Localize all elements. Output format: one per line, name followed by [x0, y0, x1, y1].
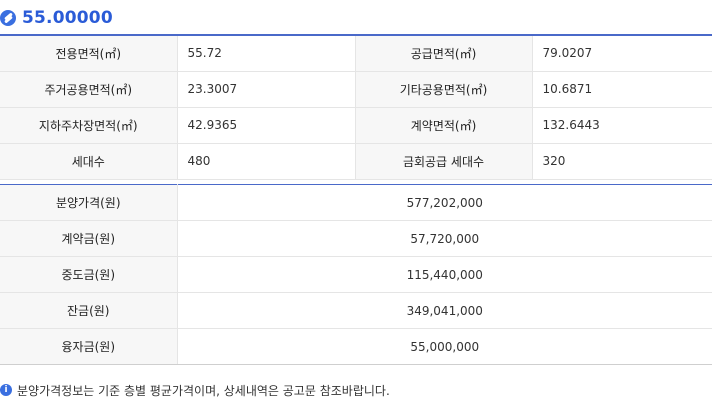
sale-price-value: 577,202,000: [177, 184, 712, 221]
table-row: 중도금(원) 115,440,000: [0, 256, 712, 293]
parking-area-value: 42.9365: [177, 107, 356, 144]
sale-price-label: 분양가격(원): [0, 184, 178, 221]
table-row: 지하주차장면적(㎡) 42.9365 계약면적(㎡) 132.6443: [0, 107, 712, 144]
area-type-title: 55.00000: [22, 8, 113, 28]
parking-area-label: 지하주차장면적(㎡): [0, 107, 178, 144]
interim-payment-value: 115,440,000: [177, 256, 712, 293]
residential-common-area-value: 23.3007: [177, 71, 356, 108]
balance-payment-label: 잔금(원): [0, 292, 178, 329]
contract-area-value: 132.6443: [532, 107, 712, 144]
household-count-value: 480: [177, 143, 356, 180]
interim-payment-label: 중도금(원): [0, 256, 178, 293]
table-row: 융자금(원) 55,000,000: [0, 328, 712, 365]
price-info-table: 분양가격(원) 577,202,000 계약금(원) 57,720,000 중도…: [0, 184, 712, 365]
down-payment-label: 계약금(원): [0, 220, 178, 257]
household-count-label: 세대수: [0, 143, 178, 180]
area-type-icon: [0, 10, 16, 26]
section-title: 55.00000: [0, 6, 113, 30]
contract-area-label: 계약면적(㎡): [355, 107, 533, 144]
price-note: i 분양가격정보는 기준 층별 평균가격이며, 상세내역은 공고문 참조바랍니다…: [0, 381, 390, 399]
price-note-text: 분양가격정보는 기준 층별 평균가격이며, 상세내역은 공고문 참조바랍니다.: [17, 383, 390, 398]
down-payment-value: 57,720,000: [177, 220, 712, 257]
table-row: 세대수 480 금회공급 세대수 320: [0, 143, 712, 180]
loan-label: 융자금(원): [0, 328, 178, 365]
table-row: 분양가격(원) 577,202,000: [0, 184, 712, 221]
area-info-table: 전용면적(㎡) 55.72 공급면적(㎡) 79.0207 주거공용면적(㎡) …: [0, 34, 712, 180]
loan-value: 55,000,000: [177, 328, 712, 365]
table-row: 잔금(원) 349,041,000: [0, 292, 712, 329]
table-row: 계약금(원) 57,720,000: [0, 220, 712, 257]
table-row: 주거공용면적(㎡) 23.3007 기타공용면적(㎡) 10.6871: [0, 71, 712, 108]
residential-common-area-label: 주거공용면적(㎡): [0, 71, 178, 108]
other-common-area-value: 10.6871: [532, 71, 712, 108]
balance-payment-value: 349,041,000: [177, 292, 712, 329]
exclusive-area-value: 55.72: [177, 35, 356, 72]
exclusive-area-label: 전용면적(㎡): [0, 35, 178, 72]
info-icon: i: [0, 384, 12, 396]
supply-area-value: 79.0207: [532, 35, 712, 72]
supply-area-label: 공급면적(㎡): [355, 35, 533, 72]
supply-household-count-value: 320: [532, 143, 712, 180]
supply-household-count-label: 금회공급 세대수: [355, 143, 533, 180]
other-common-area-label: 기타공용면적(㎡): [355, 71, 533, 108]
table-row: 전용면적(㎡) 55.72 공급면적(㎡) 79.0207: [0, 35, 712, 72]
